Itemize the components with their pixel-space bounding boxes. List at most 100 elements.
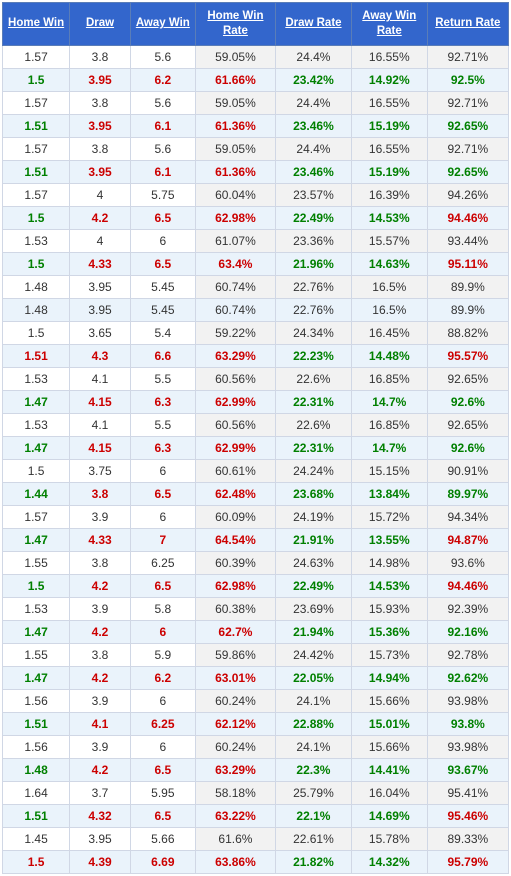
- cell: 5.8: [130, 597, 195, 620]
- cell: 63.22%: [195, 804, 275, 827]
- cell: 1.47: [3, 620, 70, 643]
- cell: 24.4%: [276, 91, 352, 114]
- cell: 21.94%: [276, 620, 352, 643]
- cell: 89.9%: [427, 275, 508, 298]
- cell: 92.65%: [427, 160, 508, 183]
- cell: 4: [70, 229, 131, 252]
- cell: 14.7%: [351, 436, 427, 459]
- table-row: 1.514.16.2562.12%22.88%15.01%93.8%: [3, 712, 509, 735]
- cell: 63.29%: [195, 758, 275, 781]
- cell: 22.76%: [276, 275, 352, 298]
- cell: 22.31%: [276, 390, 352, 413]
- cell: 3.75: [70, 459, 131, 482]
- cell: 3.95: [70, 160, 131, 183]
- table-row: 1.513.956.161.36%23.46%15.19%92.65%: [3, 160, 509, 183]
- cell: 95.46%: [427, 804, 508, 827]
- cell: 24.19%: [276, 505, 352, 528]
- cell: 13.55%: [351, 528, 427, 551]
- cell: 24.1%: [276, 735, 352, 758]
- col-header[interactable]: Home Win: [3, 3, 70, 46]
- col-header[interactable]: Home Win Rate: [195, 3, 275, 46]
- cell: 23.36%: [276, 229, 352, 252]
- table-row: 1.453.955.6661.6%22.61%15.78%89.33%: [3, 827, 509, 850]
- cell: 22.49%: [276, 206, 352, 229]
- cell: 61.07%: [195, 229, 275, 252]
- cell: 6.2: [130, 68, 195, 91]
- cell: 3.95: [70, 114, 131, 137]
- cell: 21.91%: [276, 528, 352, 551]
- cell: 60.38%: [195, 597, 275, 620]
- table-row: 1.573.85.659.05%24.4%16.55%92.71%: [3, 137, 509, 160]
- cell: 22.23%: [276, 344, 352, 367]
- cell: 22.6%: [276, 367, 352, 390]
- cell: 60.74%: [195, 275, 275, 298]
- cell: 4: [70, 183, 131, 206]
- cell: 93.98%: [427, 689, 508, 712]
- cell: 1.51: [3, 114, 70, 137]
- cell: 5.5: [130, 367, 195, 390]
- cell: 4.33: [70, 528, 131, 551]
- cell: 3.9: [70, 597, 131, 620]
- table-row: 1.474.156.362.99%22.31%14.7%92.6%: [3, 436, 509, 459]
- cell: 3.8: [70, 137, 131, 160]
- cell: 1.47: [3, 528, 70, 551]
- col-header[interactable]: Draw Rate: [276, 3, 352, 46]
- cell: 4.33: [70, 252, 131, 275]
- cell: 94.46%: [427, 574, 508, 597]
- cell: 15.93%: [351, 597, 427, 620]
- cell: 1.47: [3, 436, 70, 459]
- cell: 94.34%: [427, 505, 508, 528]
- cell: 3.8: [70, 482, 131, 505]
- cell: 1.53: [3, 367, 70, 390]
- col-header[interactable]: Away Win: [130, 3, 195, 46]
- cell: 6.3: [130, 436, 195, 459]
- cell: 13.84%: [351, 482, 427, 505]
- cell: 94.26%: [427, 183, 508, 206]
- cell: 3.9: [70, 505, 131, 528]
- cell: 4.2: [70, 758, 131, 781]
- table-row: 1.474.156.362.99%22.31%14.7%92.6%: [3, 390, 509, 413]
- cell: 15.66%: [351, 689, 427, 712]
- cell: 24.42%: [276, 643, 352, 666]
- cell: 93.98%: [427, 735, 508, 758]
- cell: 6.2: [130, 666, 195, 689]
- cell: 60.74%: [195, 298, 275, 321]
- cell: 1.64: [3, 781, 70, 804]
- cell: 1.5: [3, 850, 70, 873]
- cell: 59.05%: [195, 137, 275, 160]
- col-header[interactable]: Away Win Rate: [351, 3, 427, 46]
- cell: 16.85%: [351, 367, 427, 390]
- cell: 89.33%: [427, 827, 508, 850]
- cell: 3.8: [70, 551, 131, 574]
- cell: 22.88%: [276, 712, 352, 735]
- cell: 92.71%: [427, 91, 508, 114]
- cell: 4.1: [70, 413, 131, 436]
- cell: 6.5: [130, 252, 195, 275]
- cell: 60.04%: [195, 183, 275, 206]
- cell: 6.5: [130, 758, 195, 781]
- table-row: 1.643.75.9558.18%25.79%16.04%95.41%: [3, 781, 509, 804]
- cell: 5.75: [130, 183, 195, 206]
- table-row: 1.53.75660.61%24.24%15.15%90.91%: [3, 459, 509, 482]
- cell: 1.51: [3, 712, 70, 735]
- cell: 95.41%: [427, 781, 508, 804]
- table-row: 1.53.655.459.22%24.34%16.45%88.82%: [3, 321, 509, 344]
- cell: 15.73%: [351, 643, 427, 666]
- table-row: 1.474.2662.7%21.94%15.36%92.16%: [3, 620, 509, 643]
- cell: 62.99%: [195, 436, 275, 459]
- cell: 93.67%: [427, 758, 508, 781]
- cell: 15.72%: [351, 505, 427, 528]
- cell: 1.53: [3, 229, 70, 252]
- cell: 1.5: [3, 574, 70, 597]
- cell: 6.5: [130, 206, 195, 229]
- cell: 92.71%: [427, 45, 508, 68]
- cell: 62.99%: [195, 390, 275, 413]
- table-row: 1.54.26.562.98%22.49%14.53%94.46%: [3, 206, 509, 229]
- cell: 92.6%: [427, 390, 508, 413]
- col-header[interactable]: Draw: [70, 3, 131, 46]
- table-row: 1.474.26.263.01%22.05%14.94%92.62%: [3, 666, 509, 689]
- cell: 14.63%: [351, 252, 427, 275]
- col-header[interactable]: Return Rate: [427, 3, 508, 46]
- cell: 14.92%: [351, 68, 427, 91]
- cell: 60.56%: [195, 367, 275, 390]
